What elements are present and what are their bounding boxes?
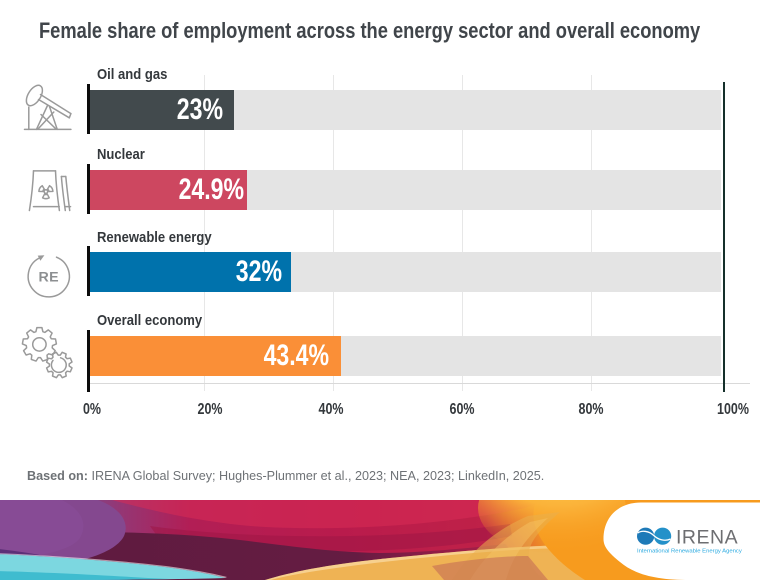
svg-text:International Renewable Energy: International Renewable Energy Agency — [637, 549, 742, 555]
svg-text:IRENA: IRENA — [676, 527, 738, 549]
svg-text:RE: RE — [39, 270, 59, 286]
